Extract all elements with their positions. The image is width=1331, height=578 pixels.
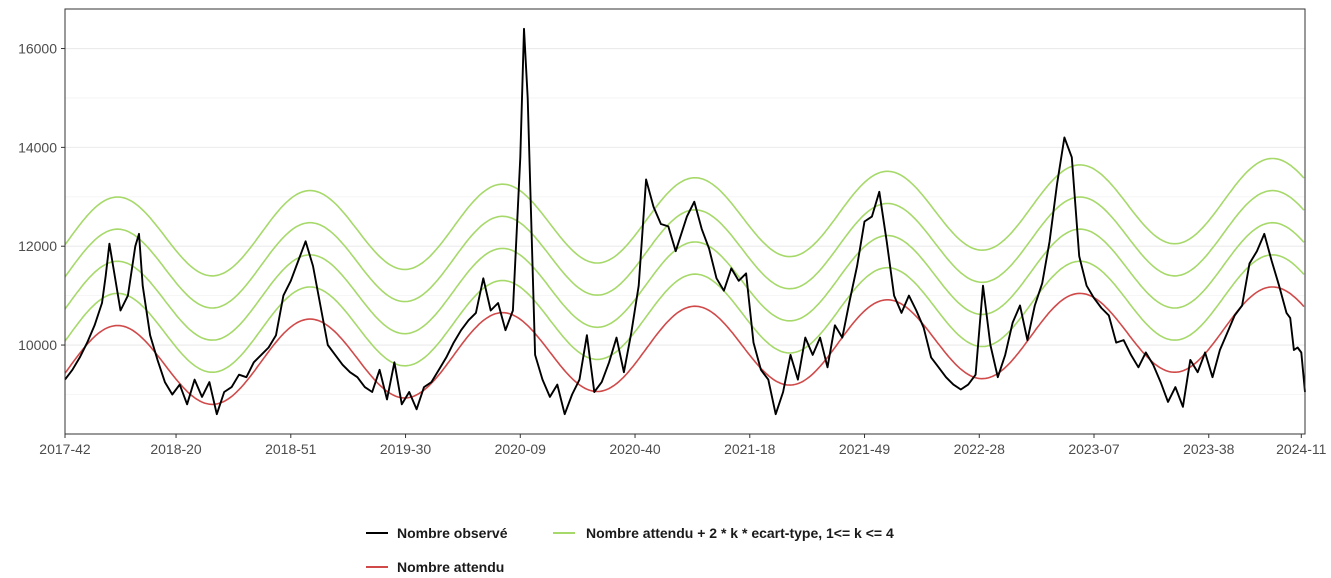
legend-label-expected: Nombre attendu xyxy=(397,559,504,575)
y-tick-label: 12000 xyxy=(18,238,57,254)
x-tick-label: 2020-40 xyxy=(609,441,661,457)
major-gridlines xyxy=(65,47,1305,346)
x-tick-label: 2023-07 xyxy=(1068,441,1120,457)
y-tick-label: 14000 xyxy=(18,139,57,155)
legend-label-bands: Nombre attendu + 2 * k * ecart-type, 1<=… xyxy=(586,525,894,541)
x-tick-label: 2021-18 xyxy=(724,441,776,457)
x-tick-label: 2021-49 xyxy=(839,441,891,457)
panel-border xyxy=(64,8,1306,435)
observed-series-line xyxy=(64,27,1306,416)
x-tick-label: 2024-11 xyxy=(1276,441,1327,457)
x-axis: 2017-42 2018-20 2018-51 2019-30 2020-09 2020-… xyxy=(39,434,1327,457)
x-tick-label: 2018-20 xyxy=(150,441,202,457)
y-tick-label: 16000 xyxy=(18,41,57,57)
band-line-k2 xyxy=(64,221,1305,341)
legend: Nombre observé Nombre attendu + 2 * k * … xyxy=(366,525,894,575)
x-tick-label: 2019-30 xyxy=(380,441,432,457)
band-line-k4 xyxy=(64,157,1305,277)
x-tick-label: 2017-42 xyxy=(39,441,91,457)
x-tick-label: 2023-38 xyxy=(1183,441,1235,457)
minor-gridlines xyxy=(65,97,1305,395)
legend-label-observed: Nombre observé xyxy=(397,525,508,541)
band-line-k3 xyxy=(64,189,1305,309)
x-tick-label: 2018-51 xyxy=(265,441,317,457)
x-tick-label: 2020-09 xyxy=(495,441,547,457)
y-tick-label: 10000 xyxy=(18,337,57,353)
expected-series-line xyxy=(64,286,1305,406)
x-tick-label: 2022-28 xyxy=(954,441,1006,457)
y-axis: 10000 12000 14000 16000 xyxy=(18,41,65,353)
band-line-k1 xyxy=(64,253,1305,373)
upper-bands xyxy=(64,157,1305,373)
